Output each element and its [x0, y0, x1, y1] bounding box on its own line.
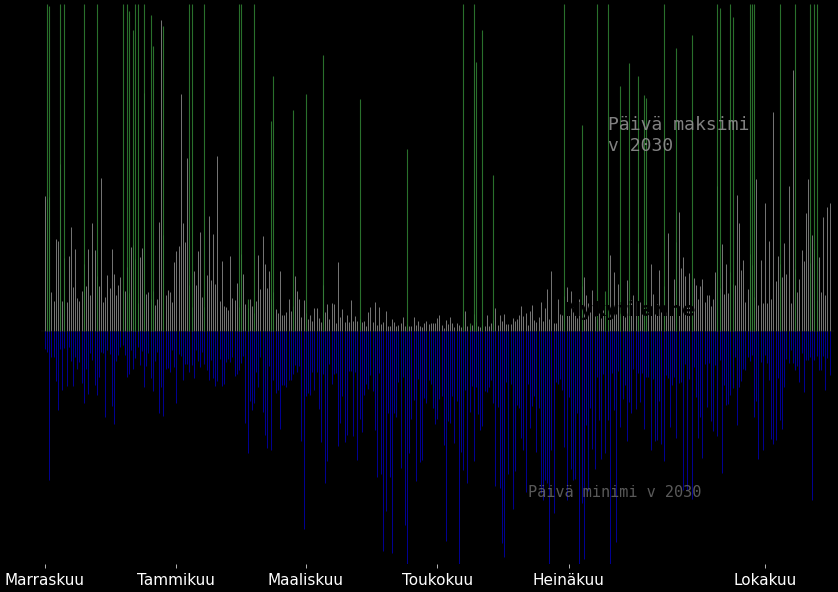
Text: Päivä maksimi
v 2030: Päivä maksimi v 2030	[608, 116, 749, 155]
Text: Päivä minimi v 2030: Päivä minimi v 2030	[529, 485, 702, 500]
Text: Nykytilanne: Nykytilanne	[564, 301, 696, 320]
